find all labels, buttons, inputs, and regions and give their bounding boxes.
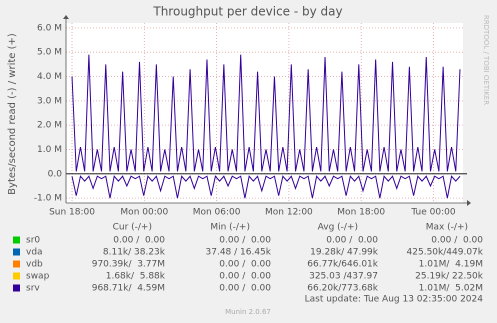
series-line (71, 54, 461, 172)
legend-name: swap (26, 272, 50, 282)
x-tick-label: Sun 18:00 (49, 208, 95, 218)
legend-cell: 0.00 / 0.00 (219, 272, 271, 282)
legend-name: vda (26, 248, 43, 258)
legend-name: sr0 (26, 236, 40, 246)
y-axis-label: Bytes/second read (-) / write (+) (7, 33, 18, 195)
legend-header: Max (-/+) (426, 223, 468, 233)
legend-header: Cur (-/+) (113, 223, 152, 233)
legend-cell: 425.50k/449.07k (407, 248, 484, 258)
legend-swatch (13, 248, 20, 256)
x-tick-label: Mon 18:00 (337, 208, 385, 218)
legend-cell: 1.01M/ 4.19M (419, 260, 483, 270)
footer: Munin 2.0.67 (225, 308, 271, 316)
y-tick-label: -1.0 M (34, 194, 62, 204)
legend-cell: 0.00 / 0.00 (113, 236, 165, 246)
side-label: RRDTOOL / TOBI OETIKER (482, 15, 490, 105)
series-line (71, 175, 461, 199)
y-tick-label: 4.0 M (37, 72, 62, 82)
legend-cell: 19.28k/ 47.99k (310, 248, 379, 258)
y-tick-label: 2.0 M (37, 121, 62, 131)
legend-cell: 0.00 / 0.00 (219, 236, 271, 246)
plot-area (66, 23, 463, 203)
legend-cell: 325.03 /437.97 (309, 272, 378, 282)
legend-cell: 66.20k/773.68k (307, 284, 379, 294)
legend-name: srv (26, 284, 40, 294)
legend-cell: 0.00 / 0.00 (431, 236, 483, 246)
axis-arrow (63, 15, 69, 19)
legend-header: Avg (-/+) (318, 223, 358, 233)
y-tick-label: 0.0 (48, 169, 63, 179)
y-tick-label: 6.0 M (37, 23, 62, 33)
legend-swatch (13, 260, 20, 268)
legend-swatch (13, 284, 20, 292)
x-tick-label: Mon 12:00 (265, 208, 313, 218)
legend-cell: 8.11k/ 38.23k (103, 248, 166, 258)
last-update: Last update: Tue Aug 13 02:35:00 2024 (305, 295, 484, 305)
legend-cell: 0.00 / 0.00 (326, 236, 378, 246)
legend-cell: 0.00 / 0.00 (219, 260, 271, 270)
legend-cell: 1.01M/ 5.02M (419, 284, 483, 294)
legend-cell: 1.68k/ 5.88k (106, 272, 166, 282)
chart-title: Throughput per device - by day (152, 5, 342, 19)
legend-swatch (13, 272, 20, 280)
axis-arrow (467, 200, 471, 206)
x-tick-label: Tue 00:00 (410, 208, 455, 218)
legend-cell: 25.19k/ 22.50k (415, 272, 484, 282)
legend-cell: 970.39k/ 3.77M (92, 260, 165, 270)
x-tick-label: Mon 06:00 (193, 208, 241, 218)
x-tick-label: Mon 00:00 (120, 208, 168, 218)
y-tick-label: 3.0 M (37, 96, 62, 106)
legend-cell: 0.00 / 0.00 (219, 284, 271, 294)
legend-header: Min (-/+) (210, 223, 250, 233)
y-tick-label: 5.0 M (37, 48, 62, 58)
legend-swatch (13, 236, 20, 244)
y-tick-label: 1.0 M (37, 145, 62, 155)
legend-name: vdb (26, 260, 43, 270)
legend-cell: 968.71k/ 4.59M (92, 284, 165, 294)
legend-cell: 66.77k/646.01k (307, 260, 379, 270)
legend-cell: 37.48 / 16.45k (206, 248, 272, 258)
